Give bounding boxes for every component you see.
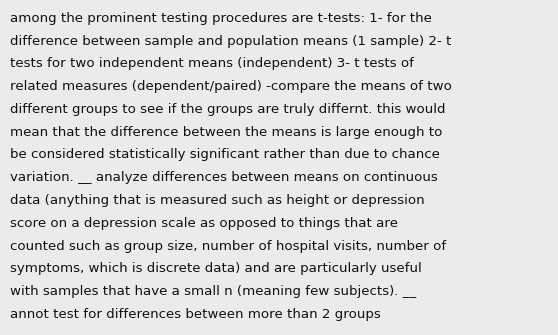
Text: difference between sample and population means (1 sample) 2- t: difference between sample and population… bbox=[10, 35, 451, 48]
Text: data (anything that is measured such as height or depression: data (anything that is measured such as … bbox=[10, 194, 425, 207]
Text: be considered statistically significant rather than due to chance: be considered statistically significant … bbox=[10, 148, 440, 161]
Text: variation. __ analyze differences between means on continuous: variation. __ analyze differences betwee… bbox=[10, 171, 438, 184]
Text: annot test for differences between more than 2 groups: annot test for differences between more … bbox=[10, 308, 381, 321]
Text: counted such as group size, number of hospital visits, number of: counted such as group size, number of ho… bbox=[10, 240, 446, 253]
Text: with samples that have a small n (meaning few subjects). __: with samples that have a small n (meanin… bbox=[10, 285, 416, 298]
Text: symptoms, which is discrete data) and are particularly useful: symptoms, which is discrete data) and ar… bbox=[10, 262, 422, 275]
Text: among the prominent testing procedures are t-tests: 1- for the: among the prominent testing procedures a… bbox=[10, 12, 432, 25]
Text: related measures (dependent/paired) -compare the means of two: related measures (dependent/paired) -com… bbox=[10, 80, 452, 93]
Text: tests for two independent means (independent) 3- t tests of: tests for two independent means (indepen… bbox=[10, 57, 414, 70]
Text: different groups to see if the groups are truly differnt. this would: different groups to see if the groups ar… bbox=[10, 103, 445, 116]
Text: score on a depression scale as opposed to things that are: score on a depression scale as opposed t… bbox=[10, 217, 398, 230]
Text: mean that the difference between the means is large enough to: mean that the difference between the mea… bbox=[10, 126, 442, 139]
